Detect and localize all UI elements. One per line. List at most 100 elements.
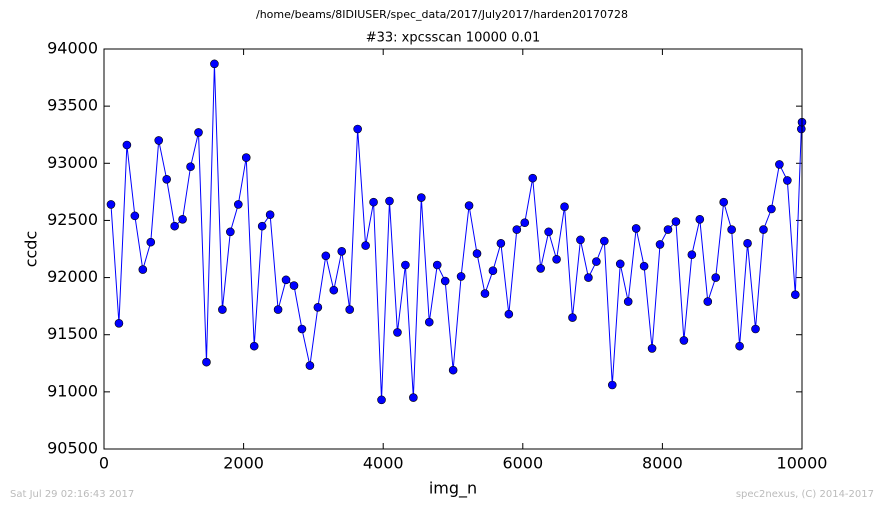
data-point (345, 305, 354, 314)
x-tick-label: 2000 (223, 454, 264, 473)
data-point (226, 227, 235, 237)
data-point (409, 393, 418, 402)
data-point (337, 246, 347, 256)
data-point (241, 153, 251, 162)
data-point (560, 202, 569, 212)
data-point (329, 285, 339, 295)
data-point (122, 140, 132, 150)
data-point (162, 174, 171, 184)
data-point (464, 201, 474, 210)
data-point (361, 241, 370, 250)
data-point (719, 197, 728, 207)
suptitle: /home/beams/8IDIUSER/spec_data/2017/July… (256, 8, 628, 21)
y-tick-label: 94000 (47, 39, 98, 58)
footer-credit: spec2nexus, (C) 2014-2017 (736, 489, 874, 500)
data-point (790, 290, 800, 300)
data-point (536, 264, 545, 273)
data-point (568, 313, 577, 322)
data-point (663, 225, 673, 234)
data-point (496, 238, 506, 248)
data-point (679, 336, 689, 345)
data-point (639, 261, 649, 271)
data-point (424, 317, 434, 327)
y-tick-label: 92500 (47, 210, 98, 229)
plot-frame (103, 48, 803, 450)
data-point (218, 305, 227, 314)
data-point (114, 318, 124, 328)
x-tick-label: 10000 (777, 454, 828, 473)
data-point (130, 211, 140, 221)
data-point (623, 297, 633, 306)
data-point (472, 249, 482, 258)
y-tick-label: 93500 (47, 96, 98, 115)
footer-timestamp: Sat Jul 29 02:16:43 2017 (10, 489, 134, 500)
data-point (202, 357, 211, 367)
data-point (249, 341, 259, 351)
data-point (377, 395, 386, 405)
data-point (313, 302, 323, 312)
data-point (138, 265, 148, 274)
x-tick-label: 0 (99, 454, 109, 473)
data-point (170, 221, 179, 231)
data-point (687, 250, 697, 260)
data-point (440, 276, 450, 286)
chart-title: #33: xpcsscan 10000 0.01 (366, 31, 541, 46)
data-point (448, 365, 458, 375)
data-point (512, 225, 522, 234)
data-point (297, 324, 307, 334)
data-point (281, 275, 291, 285)
data-point (504, 309, 514, 319)
x-axis-label: img_n (429, 479, 477, 499)
data-point (727, 225, 736, 234)
data-point (767, 204, 776, 214)
data-point (488, 266, 498, 276)
data-point (257, 221, 267, 231)
data-point (146, 237, 156, 247)
data-point (655, 240, 665, 249)
data-point (751, 324, 760, 334)
data-point (775, 160, 784, 169)
data-point (393, 328, 402, 337)
data-point (671, 217, 681, 226)
data-point (265, 210, 275, 220)
data-point (186, 162, 195, 172)
data-point (607, 380, 617, 390)
x-tick-label: 6000 (502, 454, 543, 473)
data-point (576, 235, 585, 245)
x-tick-label: 8000 (642, 454, 683, 473)
data-point (520, 218, 530, 228)
data-point (385, 196, 394, 206)
data-point (480, 289, 490, 298)
y-axis-label: ccdc (22, 231, 41, 268)
data-point (154, 136, 164, 145)
data-point (544, 227, 553, 237)
data-point (743, 238, 752, 248)
data-point (432, 260, 442, 270)
data-point (210, 59, 219, 69)
data-point (233, 200, 243, 209)
data-point (417, 193, 426, 202)
y-tick-label: 91000 (47, 381, 98, 400)
data-point (703, 297, 713, 306)
data-point (615, 259, 625, 269)
data-point (584, 273, 593, 282)
data-point (552, 254, 561, 264)
data-point (106, 200, 116, 209)
y-tick-label: 91500 (47, 324, 98, 343)
data-point (305, 361, 315, 370)
data-point (711, 273, 721, 282)
data-point (600, 236, 609, 246)
y-tick-label: 93000 (47, 153, 98, 172)
data-point (456, 272, 466, 281)
y-tick-label: 90500 (47, 439, 98, 458)
data-point (695, 214, 705, 224)
data-point (353, 124, 362, 134)
data-point (528, 173, 538, 183)
data-point (401, 260, 410, 270)
data-point (647, 344, 657, 353)
data-point (631, 224, 641, 233)
data-point (759, 225, 768, 234)
data-point (321, 251, 331, 261)
